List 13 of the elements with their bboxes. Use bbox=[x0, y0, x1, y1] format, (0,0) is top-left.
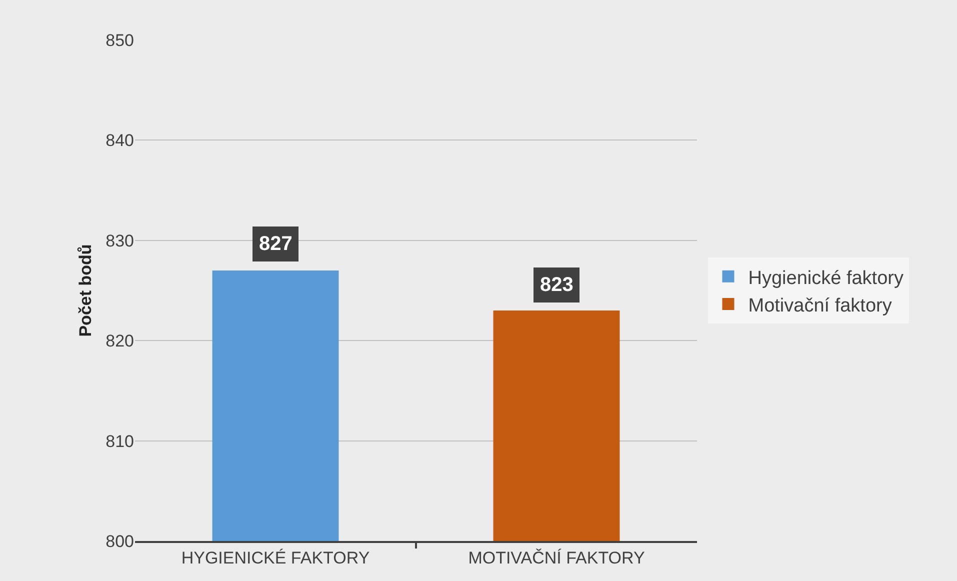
data-label: 823 bbox=[540, 274, 574, 296]
y-tick-label: 830 bbox=[106, 231, 134, 250]
y-tick-label: 840 bbox=[106, 131, 134, 150]
y-tick-label: 800 bbox=[106, 532, 134, 551]
legend-label: Hygienické faktory bbox=[748, 268, 904, 289]
y-tick-label: 810 bbox=[106, 432, 134, 451]
data-label: 827 bbox=[259, 233, 292, 255]
y-tick-label: 850 bbox=[106, 30, 134, 50]
x-tick-label: MOTIVAČNÍ FAKTORY bbox=[468, 548, 645, 568]
y-axis-title: Počet bodů bbox=[76, 244, 95, 337]
y-tick-label: 820 bbox=[106, 332, 134, 351]
legend-label: Motivační faktory bbox=[748, 295, 892, 316]
x-tick-label: HYGIENICKÉ FAKTORY bbox=[181, 548, 370, 568]
